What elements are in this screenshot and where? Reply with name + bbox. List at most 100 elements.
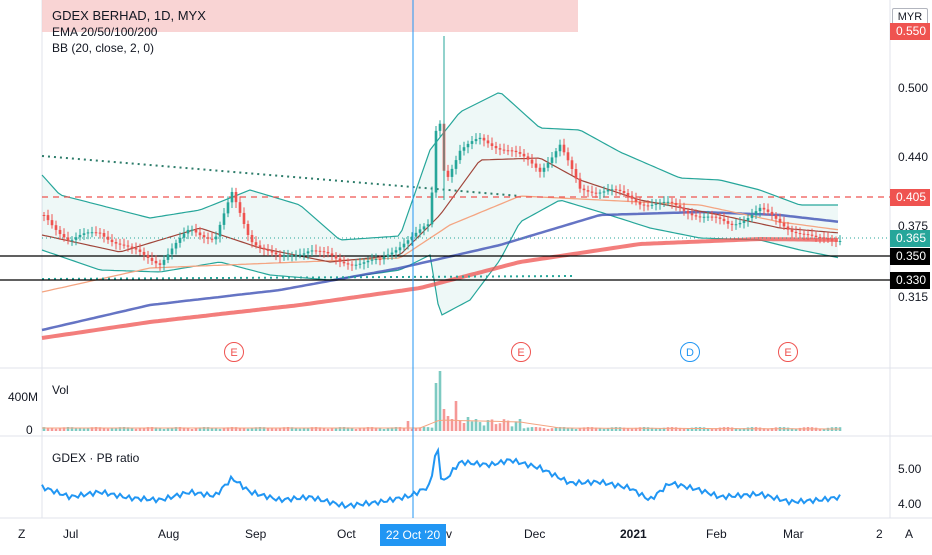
bollinger-band-fill xyxy=(42,93,838,315)
candle-body xyxy=(318,250,322,252)
ema-indicator-label[interactable]: EMA 20/50/100/200 xyxy=(52,25,158,39)
candle-body xyxy=(834,240,838,242)
dividend-marker[interactable]: D xyxy=(680,342,700,362)
volume-bar xyxy=(206,427,210,431)
volume-bar xyxy=(534,427,538,431)
volume-bar xyxy=(766,428,770,431)
candle-body xyxy=(562,144,566,153)
candle-body xyxy=(118,243,122,245)
candle-body xyxy=(374,259,378,261)
volume-bar xyxy=(614,427,618,431)
candle-body xyxy=(214,236,218,240)
volume-bar xyxy=(370,427,374,431)
volume-bar xyxy=(218,428,222,431)
volume-pane-title[interactable]: Vol xyxy=(52,383,69,397)
volume-bar xyxy=(226,427,230,431)
candle-body xyxy=(634,198,638,202)
candle-body xyxy=(46,215,50,221)
volume-bar xyxy=(114,427,118,431)
candle-body xyxy=(254,242,258,246)
time-axis-label: Feb xyxy=(706,527,727,541)
candle-body xyxy=(126,245,130,247)
volume-bar xyxy=(482,425,486,431)
candle-body xyxy=(658,202,662,204)
candle-body xyxy=(598,192,602,194)
volume-bar xyxy=(398,427,402,431)
candle-body xyxy=(706,216,710,218)
candle-body xyxy=(250,234,254,243)
candle-body xyxy=(158,263,162,265)
symbol-title[interactable]: GDEX BERHAD, 1D, MYX xyxy=(52,8,206,23)
volume-bar xyxy=(66,427,70,431)
volume-bar xyxy=(594,427,598,431)
candle-body xyxy=(42,215,46,216)
earnings-marker[interactable]: E xyxy=(778,342,798,362)
candle-body xyxy=(830,239,834,241)
volume-bar xyxy=(634,427,638,431)
volume-bar xyxy=(746,427,750,431)
pb-axis-label: 5.00 xyxy=(898,462,922,476)
volume-bar xyxy=(650,427,654,431)
candle-body xyxy=(422,226,426,230)
volume-bar xyxy=(466,417,470,431)
volume-bar xyxy=(338,427,342,431)
volume-bar xyxy=(478,422,482,431)
volume-bar xyxy=(178,427,182,431)
volume-bar xyxy=(154,427,158,431)
candle-body xyxy=(742,220,746,223)
volume-bar xyxy=(658,428,662,431)
candle-body xyxy=(746,218,750,221)
volume-bar xyxy=(110,428,114,431)
volume-bar xyxy=(54,428,58,431)
volume-bar xyxy=(362,427,366,431)
volume-bar xyxy=(702,427,706,431)
candle-body xyxy=(638,201,642,205)
pb-ratio-pane-title[interactable]: GDEX · PB ratio xyxy=(52,451,140,465)
time-axis-label: Oct xyxy=(337,527,356,541)
volume-bar xyxy=(62,427,66,431)
candle-body xyxy=(754,211,758,215)
candle-body xyxy=(486,140,490,144)
volume-bar xyxy=(314,427,318,431)
earnings-marker[interactable]: E xyxy=(511,342,531,362)
volume-bar xyxy=(246,428,250,431)
zoom-button[interactable]: Z xyxy=(18,527,26,541)
candle-body xyxy=(326,251,330,254)
volume-bar xyxy=(678,427,682,431)
crosshair-date-label: 22 Oct '20 xyxy=(380,524,446,546)
volume-bar xyxy=(202,427,206,431)
candle-body xyxy=(322,251,326,253)
volume-bar xyxy=(418,427,422,431)
candle-body xyxy=(522,153,526,157)
candle-body xyxy=(302,253,306,255)
volume-bar xyxy=(78,428,82,431)
volume-bar xyxy=(422,427,426,431)
volume-bar xyxy=(386,428,390,431)
candle-body xyxy=(106,236,110,240)
volume-bar xyxy=(214,428,218,431)
volume-bar xyxy=(646,427,650,431)
volume-bar xyxy=(94,427,98,431)
volume-bar xyxy=(586,427,590,431)
candle-body xyxy=(110,239,114,243)
volume-bar xyxy=(150,427,154,431)
candle-body xyxy=(570,160,574,170)
volume-bar xyxy=(266,427,270,431)
candle-body xyxy=(198,232,202,236)
volume-bar xyxy=(50,428,54,431)
candle-body xyxy=(794,231,798,234)
volume-bar xyxy=(286,427,290,431)
bb-indicator-label[interactable]: BB (20, close, 2, 0) xyxy=(52,41,155,55)
earnings-marker[interactable]: E xyxy=(224,342,244,362)
volume-bar xyxy=(790,428,794,431)
candle-body xyxy=(750,214,754,219)
candle-body xyxy=(330,253,334,256)
candle-body xyxy=(242,212,246,224)
volume-bar xyxy=(690,427,694,431)
auto-scale-button[interactable]: A xyxy=(905,527,914,541)
candle-body xyxy=(790,229,794,232)
volume-bar xyxy=(298,428,302,431)
volume-bar xyxy=(582,427,586,431)
